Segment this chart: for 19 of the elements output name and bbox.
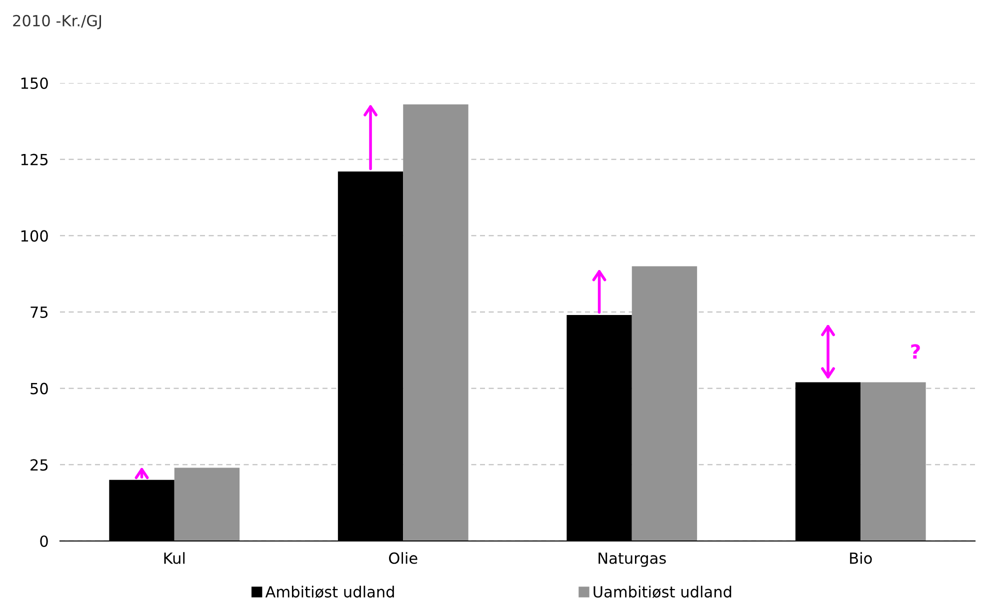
- annotation: ?: [911, 344, 920, 359]
- x-tick-label: Kul: [164, 552, 185, 564]
- y-tick-label: 0: [40, 535, 48, 548]
- y-tick-label: 150: [21, 77, 48, 90]
- bar: [860, 382, 926, 541]
- y-tick-label: 75: [30, 306, 48, 318]
- y-tick-label: 125: [21, 154, 48, 166]
- x-tick-label: Naturgas: [598, 552, 666, 567]
- x-tick-label: Bio: [850, 552, 872, 564]
- bar: [403, 104, 468, 541]
- bar: [174, 468, 240, 541]
- bar: [632, 266, 698, 541]
- y-axis-title: 2010 -Kr./GJ: [13, 14, 102, 30]
- y-tick-label: 100: [21, 230, 48, 242]
- y-tick-label: 50: [30, 382, 48, 394]
- x-tick-label: Olie: [389, 552, 418, 564]
- y-tick-label: 25: [30, 459, 48, 471]
- legend-label: Ambitiøst udland: [265, 586, 394, 598]
- legend-label: Uambitiøst udland: [594, 586, 732, 598]
